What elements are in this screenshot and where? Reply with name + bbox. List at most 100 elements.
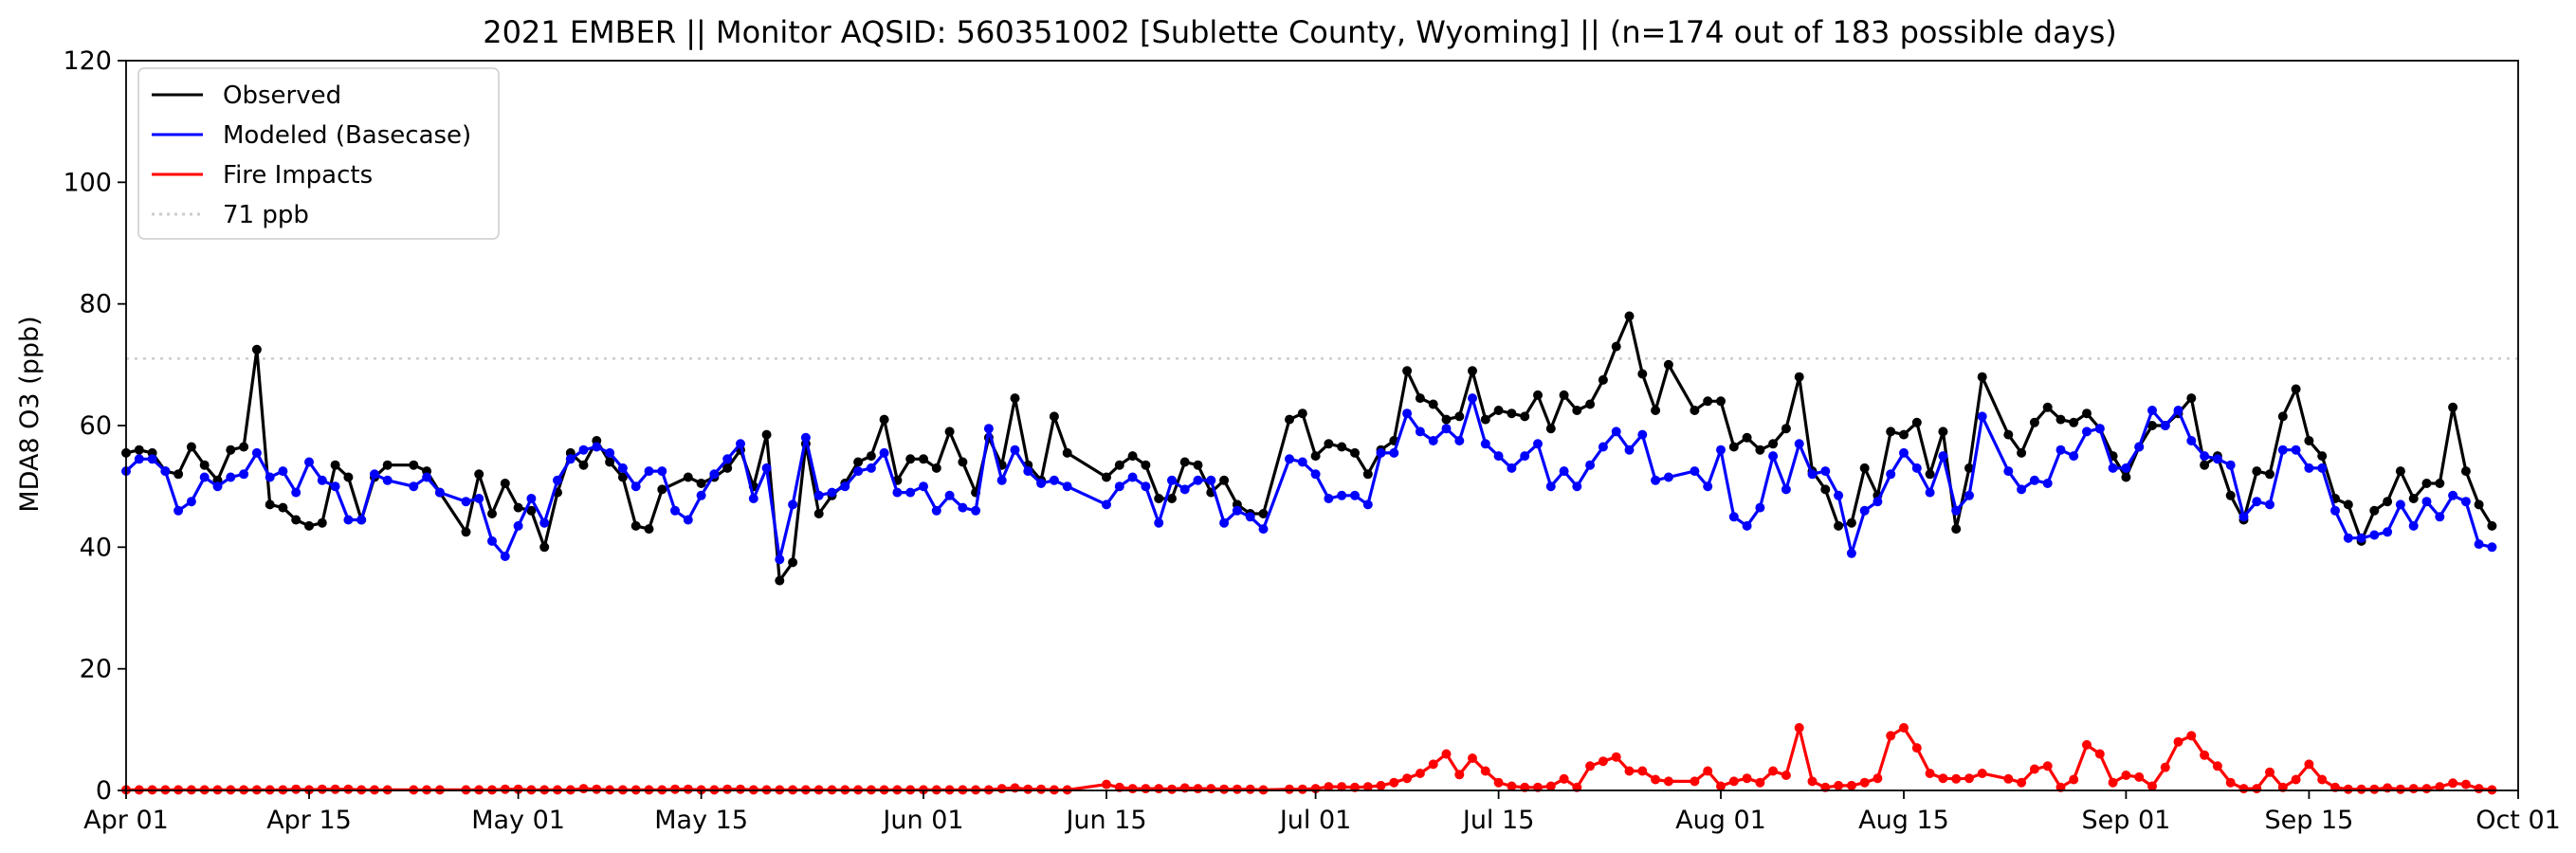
data-point-observed (2069, 417, 2079, 427)
data-point-modeled-basecase (1899, 447, 1909, 458)
data-point-modeled-basecase (2094, 424, 2105, 434)
data-point-fire-impacts (1977, 769, 1987, 778)
data-point-modeled-basecase (1663, 472, 1673, 482)
data-point-observed (2291, 384, 2301, 394)
data-point-modeled-basecase (1127, 472, 1138, 482)
data-point-observed (1663, 359, 1673, 370)
data-point-observed (1428, 399, 1438, 409)
data-point-modeled-basecase (1507, 463, 1517, 473)
data-point-observed (1886, 426, 1896, 437)
data-point-fire-impacts (1559, 773, 1569, 784)
data-point-observed (1977, 372, 1987, 382)
data-point-observed (265, 499, 275, 510)
data-point-modeled-basecase (1651, 475, 1661, 485)
x-tick-label: Jun 01 (881, 806, 963, 835)
data-point-modeled-basecase (2408, 520, 2419, 531)
data-point-observed (474, 469, 484, 480)
data-point-fire-impacts (1651, 774, 1661, 785)
data-point-modeled-basecase (1049, 475, 1059, 485)
data-point-fire-impacts (1781, 771, 1791, 780)
data-point-modeled-basecase (199, 472, 210, 482)
data-point-observed (2383, 497, 2393, 507)
data-point-modeled-basecase (2460, 497, 2471, 507)
data-point-modeled-basecase (892, 487, 903, 498)
data-point-fire-impacts (1428, 759, 1438, 770)
data-point-observed (1755, 445, 1765, 455)
data-point-modeled-basecase (2212, 454, 2222, 464)
data-point-observed (1219, 475, 1230, 485)
y-tick-label: 20 (80, 655, 112, 684)
data-point-modeled-basecase (474, 494, 484, 503)
data-point-modeled-basecase (617, 463, 628, 473)
data-point-modeled-basecase (1114, 481, 1124, 492)
chart-title: 2021 EMBER || Monitor AQSID: 560351002 [… (483, 14, 2117, 50)
data-point-modeled-basecase (736, 439, 745, 449)
data-point-observed (2277, 411, 2288, 422)
data-point-observed (1925, 469, 1935, 480)
data-point-observed (343, 472, 354, 482)
data-point-observed (1167, 494, 1177, 503)
data-point-observed (1297, 408, 1307, 419)
data-point-modeled-basecase (1245, 512, 1255, 522)
data-point-fire-impacts (1794, 722, 1804, 733)
data-point-observed (879, 414, 889, 425)
legend-label-observed: Observed (223, 82, 341, 110)
data-point-fire-impacts (2265, 767, 2275, 777)
x-tick-label: Apr 15 (266, 806, 352, 835)
data-point-modeled-basecase (813, 490, 824, 500)
data-point-fire-impacts (2474, 784, 2484, 794)
data-point-observed (1193, 460, 1203, 470)
data-point-modeled-basecase (317, 475, 327, 485)
data-point-fire-impacts (1585, 761, 1596, 771)
data-point-modeled-basecase (2474, 539, 2484, 550)
data-point-modeled-basecase (343, 515, 354, 525)
data-point-observed (578, 460, 589, 470)
legend-label-fire: Fire Impacts (223, 161, 373, 190)
data-point-fire-impacts (1376, 780, 1386, 790)
data-point-fire-impacts (1493, 777, 1504, 788)
data-point-fire-impacts (2017, 777, 2027, 788)
data-point-modeled-basecase (670, 505, 680, 516)
data-point-modeled-basecase (2304, 463, 2314, 473)
data-point-modeled-basecase (2029, 475, 2039, 485)
data-point-observed (2029, 417, 2039, 427)
data-point-modeled-basecase (1350, 490, 1360, 500)
data-point-modeled-basecase (1873, 497, 1883, 507)
data-point-modeled-basecase (879, 447, 889, 458)
data-point-fire-impacts (670, 784, 680, 794)
data-point-modeled-basecase (1206, 475, 1216, 485)
data-point-modeled-basecase (931, 505, 941, 516)
data-point-fire-impacts (1415, 769, 1425, 778)
data-point-modeled-basecase (919, 481, 928, 492)
data-point-observed (2448, 402, 2458, 412)
data-point-modeled-basecase (1219, 517, 1230, 528)
data-point-fire-impacts (1285, 784, 1294, 794)
data-point-modeled-basecase (2147, 406, 2157, 415)
data-point-modeled-basecase (1611, 426, 1621, 437)
data-point-observed (1127, 451, 1138, 462)
y-tick-label: 0 (96, 776, 112, 806)
data-point-modeled-basecase (2200, 451, 2210, 462)
y-tick-label: 60 (80, 411, 112, 441)
data-point-observed (1859, 463, 1870, 473)
data-point-fire-impacts (2212, 761, 2222, 771)
data-point-observed (1324, 439, 1334, 449)
data-point-modeled-basecase (1716, 445, 1726, 455)
data-point-observed (931, 463, 941, 473)
data-point-observed (2304, 436, 2314, 445)
data-point-modeled-basecase (370, 469, 379, 480)
data-point-observed (1899, 429, 1909, 440)
data-point-modeled-basecase (2160, 421, 2170, 430)
data-point-observed (513, 502, 523, 513)
data-point-fire-impacts (1141, 784, 1151, 794)
data-point-observed (617, 472, 628, 482)
data-point-observed (2186, 393, 2197, 404)
data-point-fire-impacts (2421, 784, 2432, 794)
data-point-observed (2082, 408, 2092, 419)
data-point-modeled-basecase (2448, 490, 2458, 500)
data-point-modeled-basecase (2069, 451, 2079, 462)
data-point-observed (1716, 396, 1726, 407)
data-point-modeled-basecase (1585, 460, 1596, 470)
data-point-modeled-basecase (239, 469, 249, 480)
data-point-observed (1362, 469, 1373, 480)
